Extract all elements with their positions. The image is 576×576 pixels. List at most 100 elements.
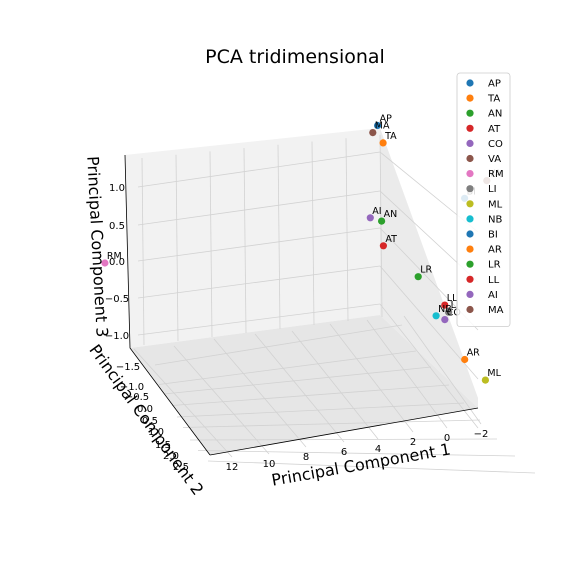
x-tick-label: 0: [444, 433, 450, 444]
x-tick-label: −2: [474, 429, 489, 440]
axis-edge-left: [124, 154, 211, 456]
legend-marker-at: [466, 124, 474, 132]
z-grid-line: [137, 227, 381, 262]
data-point-rm: [101, 259, 109, 267]
y-tick-label: 0.0: [137, 404, 153, 415]
data-point-ml: [481, 376, 489, 384]
x-tick-label: 6: [341, 447, 347, 458]
back-grid-vertical: [243, 148, 247, 334]
y-tick-label: 2.0: [163, 451, 179, 462]
floor-pane: [130, 315, 478, 455]
x-grid-line: [291, 330, 379, 440]
legend-entry-co: CO: [488, 139, 503, 150]
data-point-nb: [432, 312, 440, 320]
point-label-nb: NB: [438, 304, 452, 315]
legend-entry-ai: AI: [488, 290, 498, 301]
legend-marker-nb: [466, 215, 474, 223]
y-tick-label: 2.5: [173, 462, 189, 473]
legend-marker-ar: [466, 245, 474, 253]
data-point-li: [445, 308, 453, 316]
legend-entry-rm: RM: [488, 169, 504, 180]
point-label-ml: ML: [487, 368, 501, 379]
z-axis-label: Principal Component 3: [83, 156, 111, 338]
x-tick-label: 10: [263, 459, 276, 470]
legend-entry-at: AT: [488, 124, 501, 135]
z-tick-label: 1.0: [109, 183, 125, 194]
y-grid-line: [163, 366, 432, 395]
legend-marker-va: [466, 154, 474, 163]
y-tick-label: −1.5: [116, 362, 140, 373]
grid-lines: [124, 134, 536, 474]
y-grid-line: [176, 402, 465, 418]
point-label-ap: AP: [380, 114, 392, 125]
x-tick-label: 12: [226, 462, 239, 473]
x-grid-line: [213, 338, 307, 448]
back-grid-vertical: [345, 138, 349, 322]
legend-marker-ap: [466, 79, 474, 87]
point-label-lr: LR: [420, 265, 432, 276]
axis-edge-bottom: [209, 407, 479, 456]
data-point-ma: [369, 129, 377, 137]
back-grid-vertical: [311, 141, 315, 326]
x-grid-line: [173, 345, 270, 455]
point-label-ma: MA: [375, 121, 390, 132]
data-point-an: [378, 217, 386, 225]
legend-entry-an: AN: [488, 109, 502, 120]
data-point-ta: [379, 139, 387, 147]
point-label-rm: RM: [107, 251, 122, 262]
data-point-at: [379, 242, 387, 250]
legend-entry-ll: LL: [488, 275, 500, 286]
legend-entry-li: LI: [488, 184, 497, 195]
legend-entry-ap: AP: [488, 79, 501, 90]
legend-entry-lr: LR: [488, 260, 501, 271]
y-grid-line: [207, 460, 536, 474]
legend-marker-ll: [466, 275, 474, 283]
legend-marker-bi: [466, 230, 474, 238]
z-grid-line: [137, 265, 381, 299]
chart-title: PCA tridimensional: [205, 46, 385, 68]
x-grid-line: [403, 315, 482, 425]
legend-marker-li: [466, 185, 474, 193]
x-grid-line: [329, 323, 414, 433]
z-tick-label: 0.5: [109, 221, 125, 232]
point-label-ll: LL: [447, 293, 458, 304]
data-point-ap: [374, 121, 382, 130]
legend-marker-rm: [466, 170, 474, 178]
data-point-ll: [441, 301, 449, 309]
back-grid-vertical: [277, 144, 281, 330]
z-grid-line: [137, 151, 381, 188]
legend-marker-ta: [466, 94, 474, 102]
back-pane: [125, 128, 380, 348]
y-grid-line: [154, 324, 403, 366]
y-tick-label: −0.5: [125, 392, 149, 403]
point-label-co: CO: [447, 308, 461, 319]
x-tick-label: 8: [303, 452, 309, 463]
data-point-co: [441, 316, 449, 324]
y-tick-label: 0.5: [142, 416, 158, 427]
legend-marker-co: [466, 139, 474, 147]
legend-entry-ta: TA: [487, 94, 500, 105]
legend-marker-an: [466, 109, 474, 117]
point-label-ai: AI: [372, 206, 381, 217]
right-pane: [380, 128, 478, 408]
axis-panes: [125, 128, 478, 455]
y-grid-line: [197, 450, 516, 457]
data-point-lr: [414, 273, 422, 281]
point-labels: AP TA AN AT CO VA RM LI ML NB BI AR LR LL AI MA: [107, 114, 502, 380]
point-label-ta: TA: [384, 131, 397, 142]
y-grid-line: [182, 419, 481, 428]
legend-entry-ar: AR: [488, 245, 502, 256]
z-tick-label: −1.0: [105, 331, 129, 342]
legend-entry-ma: MA: [488, 305, 504, 316]
legend: AP TA AN AT CO VA RM LI ML NB BI AR LR LL AI MA: [456, 72, 511, 328]
y-tick-label: 1.0: [148, 427, 164, 438]
x-tick-label: 2: [410, 437, 416, 448]
legend-entry-va: VA: [488, 154, 501, 165]
point-label-li: LI: [451, 300, 459, 311]
legend-marker-ma: [466, 305, 474, 314]
z-grid-line: [137, 190, 381, 226]
back-grid-vertical: [209, 151, 213, 338]
legend-marker-lr: [466, 260, 474, 268]
